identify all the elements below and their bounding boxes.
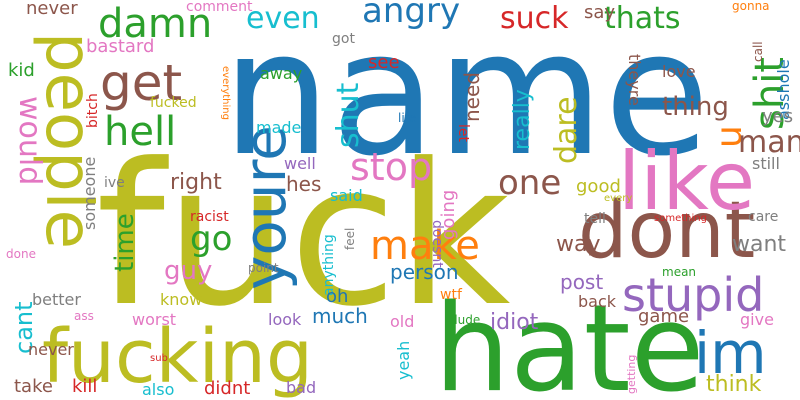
word: dont xyxy=(578,186,756,276)
word: kill xyxy=(72,376,98,397)
word: right xyxy=(170,170,222,195)
word: life xyxy=(398,111,417,125)
word: feel xyxy=(343,227,357,250)
word: think xyxy=(706,372,762,397)
word: well xyxy=(284,154,316,173)
word: someone xyxy=(80,156,99,230)
word: good xyxy=(576,176,621,197)
word: tell xyxy=(584,211,606,227)
word: every xyxy=(604,193,633,204)
word: call xyxy=(751,41,765,62)
word: would xyxy=(12,96,47,186)
word: stupid xyxy=(622,268,765,322)
word: done xyxy=(6,247,36,261)
word: hes xyxy=(286,172,322,196)
word: fuck xyxy=(96,122,511,350)
word: ass xyxy=(74,309,94,323)
word: angry xyxy=(362,0,461,31)
word: really xyxy=(510,89,535,150)
word: like xyxy=(618,135,756,228)
word: hell xyxy=(104,109,177,155)
word: give xyxy=(740,310,774,329)
word: love xyxy=(662,62,696,81)
word: know xyxy=(160,290,203,309)
word: getting xyxy=(625,354,638,394)
word: said xyxy=(330,186,363,205)
word: also xyxy=(142,380,175,399)
word: need xyxy=(460,72,484,122)
word: still xyxy=(752,154,780,173)
word: guy xyxy=(164,256,213,286)
word: thing xyxy=(662,92,729,122)
word: worst xyxy=(132,310,177,329)
word: sub xyxy=(150,353,168,364)
word: get xyxy=(100,54,183,112)
word: back xyxy=(578,292,617,311)
word: gonna xyxy=(732,0,770,13)
word: dare xyxy=(549,96,584,164)
word: never xyxy=(26,0,78,19)
word: kid xyxy=(8,60,35,81)
word: time xyxy=(110,213,140,272)
word: didnt xyxy=(204,378,251,399)
word: man xyxy=(738,125,800,160)
word: fucking xyxy=(42,314,313,400)
word: yeah xyxy=(394,340,413,380)
word: everything xyxy=(220,66,231,120)
word: bitch xyxy=(85,93,101,128)
word: idiot xyxy=(490,310,539,335)
word: say xyxy=(584,2,616,23)
word: even xyxy=(246,1,320,36)
word: let xyxy=(455,124,471,142)
word: doesnt xyxy=(429,220,445,268)
word: much xyxy=(312,304,368,328)
word: game xyxy=(638,306,690,327)
word: see xyxy=(368,52,400,73)
word: one xyxy=(498,163,562,203)
word: yes xyxy=(762,106,794,127)
word: made xyxy=(256,118,302,137)
word: look xyxy=(268,310,302,329)
word: way xyxy=(556,232,601,257)
word: bastard xyxy=(86,36,155,57)
word: racist xyxy=(190,209,229,225)
word: make xyxy=(370,223,480,269)
word: hate xyxy=(434,280,705,400)
word: better xyxy=(32,290,81,309)
word: ive xyxy=(104,175,125,191)
word: person xyxy=(390,260,459,284)
word: something xyxy=(654,213,707,224)
word: dude xyxy=(450,313,481,327)
word: oh xyxy=(326,286,349,307)
word: fucked xyxy=(150,95,197,111)
word: take xyxy=(14,376,53,397)
word: shut xyxy=(331,82,366,148)
word: thats xyxy=(604,1,681,36)
word: never xyxy=(28,340,74,359)
word: go xyxy=(190,219,233,259)
word: theyre xyxy=(625,54,644,106)
word: point xyxy=(248,261,279,275)
word: name xyxy=(222,0,710,194)
word: comment xyxy=(186,0,253,15)
word: want xyxy=(732,232,787,257)
word: suck xyxy=(500,1,569,36)
word: bad xyxy=(286,378,317,397)
word: away xyxy=(260,64,303,83)
word: mean xyxy=(662,265,697,279)
word: wtf xyxy=(440,287,462,303)
word: post xyxy=(560,270,604,294)
word: damn xyxy=(98,1,213,47)
word: care xyxy=(748,209,779,225)
word: old xyxy=(390,312,415,331)
word: got xyxy=(332,31,355,47)
word: stop xyxy=(350,145,433,189)
word: im xyxy=(694,319,767,387)
